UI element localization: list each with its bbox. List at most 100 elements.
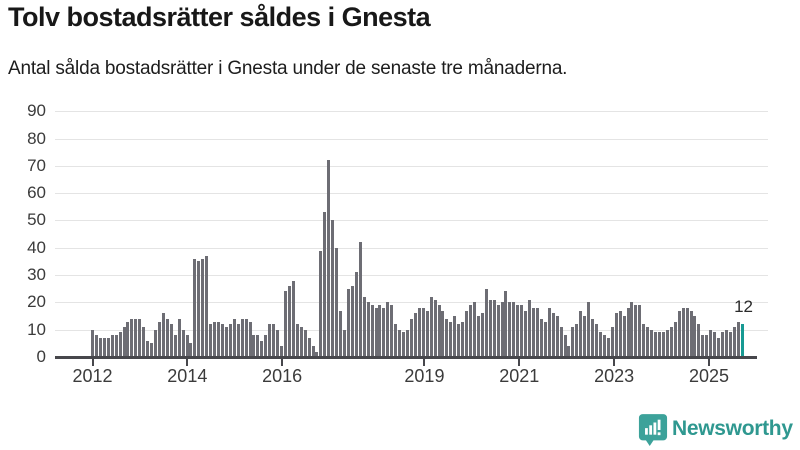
bar[interactable] <box>591 318 595 357</box>
bar[interactable] <box>102 337 106 357</box>
bar[interactable] <box>350 286 354 357</box>
bar[interactable] <box>228 324 232 357</box>
bar[interactable] <box>394 324 398 357</box>
bar[interactable] <box>319 250 323 357</box>
bar[interactable] <box>496 305 500 357</box>
bar[interactable] <box>736 321 740 357</box>
bar[interactable] <box>579 310 583 357</box>
bar[interactable] <box>693 316 697 357</box>
bar[interactable] <box>177 318 181 357</box>
bar[interactable] <box>295 324 299 357</box>
bar[interactable] <box>264 335 268 357</box>
highlight-bar[interactable] <box>740 324 744 357</box>
bar[interactable] <box>256 335 260 357</box>
bar[interactable] <box>126 321 130 357</box>
bar[interactable] <box>539 318 543 357</box>
bar[interactable] <box>205 255 209 357</box>
bar[interactable] <box>532 307 535 357</box>
bar[interactable] <box>610 326 614 357</box>
bar[interactable] <box>701 335 705 357</box>
bar[interactable] <box>551 313 555 357</box>
bar[interactable] <box>252 335 256 357</box>
bar[interactable] <box>370 305 374 357</box>
bar[interactable] <box>618 310 622 357</box>
bar[interactable] <box>598 332 602 357</box>
bar[interactable] <box>98 337 102 357</box>
bar[interactable] <box>303 329 307 357</box>
bar[interactable] <box>602 335 606 357</box>
bar[interactable] <box>622 316 626 357</box>
bar[interactable] <box>142 326 146 357</box>
bar[interactable] <box>213 321 217 357</box>
bar[interactable] <box>673 321 677 357</box>
bar[interactable] <box>638 305 642 357</box>
bar[interactable] <box>232 318 236 357</box>
bar[interactable] <box>386 302 390 357</box>
bar[interactable] <box>299 326 303 357</box>
bar[interactable] <box>323 212 327 357</box>
bar[interactable] <box>488 299 492 357</box>
newsworthy-logo-icon[interactable] <box>638 413 668 447</box>
bar[interactable] <box>161 313 165 357</box>
bar[interactable] <box>500 302 504 357</box>
bar[interactable] <box>354 272 358 357</box>
bar[interactable] <box>154 329 157 357</box>
bar[interactable] <box>201 258 205 357</box>
bar[interactable] <box>280 346 283 357</box>
bar[interactable] <box>94 335 98 357</box>
bar[interactable] <box>646 326 650 357</box>
bar[interactable] <box>417 307 421 357</box>
bar[interactable] <box>492 299 496 357</box>
bar[interactable] <box>327 160 331 357</box>
bar[interactable] <box>689 310 693 357</box>
bar[interactable] <box>614 313 618 357</box>
bar[interactable] <box>724 329 728 357</box>
bar[interactable] <box>555 316 559 357</box>
bar[interactable] <box>220 324 224 357</box>
bar[interactable] <box>472 302 476 357</box>
bar[interactable] <box>157 321 161 357</box>
bar[interactable] <box>402 332 406 357</box>
bar[interactable] <box>583 316 587 357</box>
bar[interactable] <box>571 326 575 357</box>
bar[interactable] <box>272 324 276 357</box>
bar[interactable] <box>626 307 630 357</box>
bar[interactable] <box>346 288 350 357</box>
bar[interactable] <box>366 302 370 357</box>
bar[interactable] <box>728 332 732 357</box>
bar[interactable] <box>173 335 177 357</box>
bar[interactable] <box>658 332 661 357</box>
bar[interactable] <box>437 305 441 357</box>
bar[interactable] <box>311 346 315 357</box>
bar[interactable] <box>457 324 461 357</box>
bar[interactable] <box>268 324 272 357</box>
bar[interactable] <box>547 307 551 357</box>
bar[interactable] <box>504 291 508 357</box>
bar[interactable] <box>236 324 240 357</box>
bar[interactable] <box>567 346 571 357</box>
bar[interactable] <box>669 326 673 357</box>
bar[interactable] <box>134 318 138 357</box>
bar[interactable] <box>535 307 539 357</box>
bar[interactable] <box>445 318 449 357</box>
bar[interactable] <box>563 335 567 357</box>
bar[interactable] <box>433 299 437 357</box>
bar[interactable] <box>150 343 154 357</box>
bar[interactable] <box>697 324 701 357</box>
bar[interactable] <box>681 307 685 357</box>
bar[interactable] <box>169 324 173 357</box>
bar[interactable] <box>484 288 488 357</box>
bar[interactable] <box>362 296 366 357</box>
bar[interactable] <box>122 326 126 357</box>
bar[interactable] <box>244 318 248 357</box>
bar[interactable] <box>146 340 150 357</box>
bar[interactable] <box>374 307 378 357</box>
bar[interactable] <box>106 337 110 357</box>
bar[interactable] <box>476 316 480 357</box>
bar[interactable] <box>217 321 220 357</box>
bar[interactable] <box>524 310 528 357</box>
bar[interactable] <box>130 318 134 357</box>
bar[interactable] <box>378 305 382 357</box>
bar[interactable] <box>461 321 465 357</box>
bar[interactable] <box>181 329 185 357</box>
